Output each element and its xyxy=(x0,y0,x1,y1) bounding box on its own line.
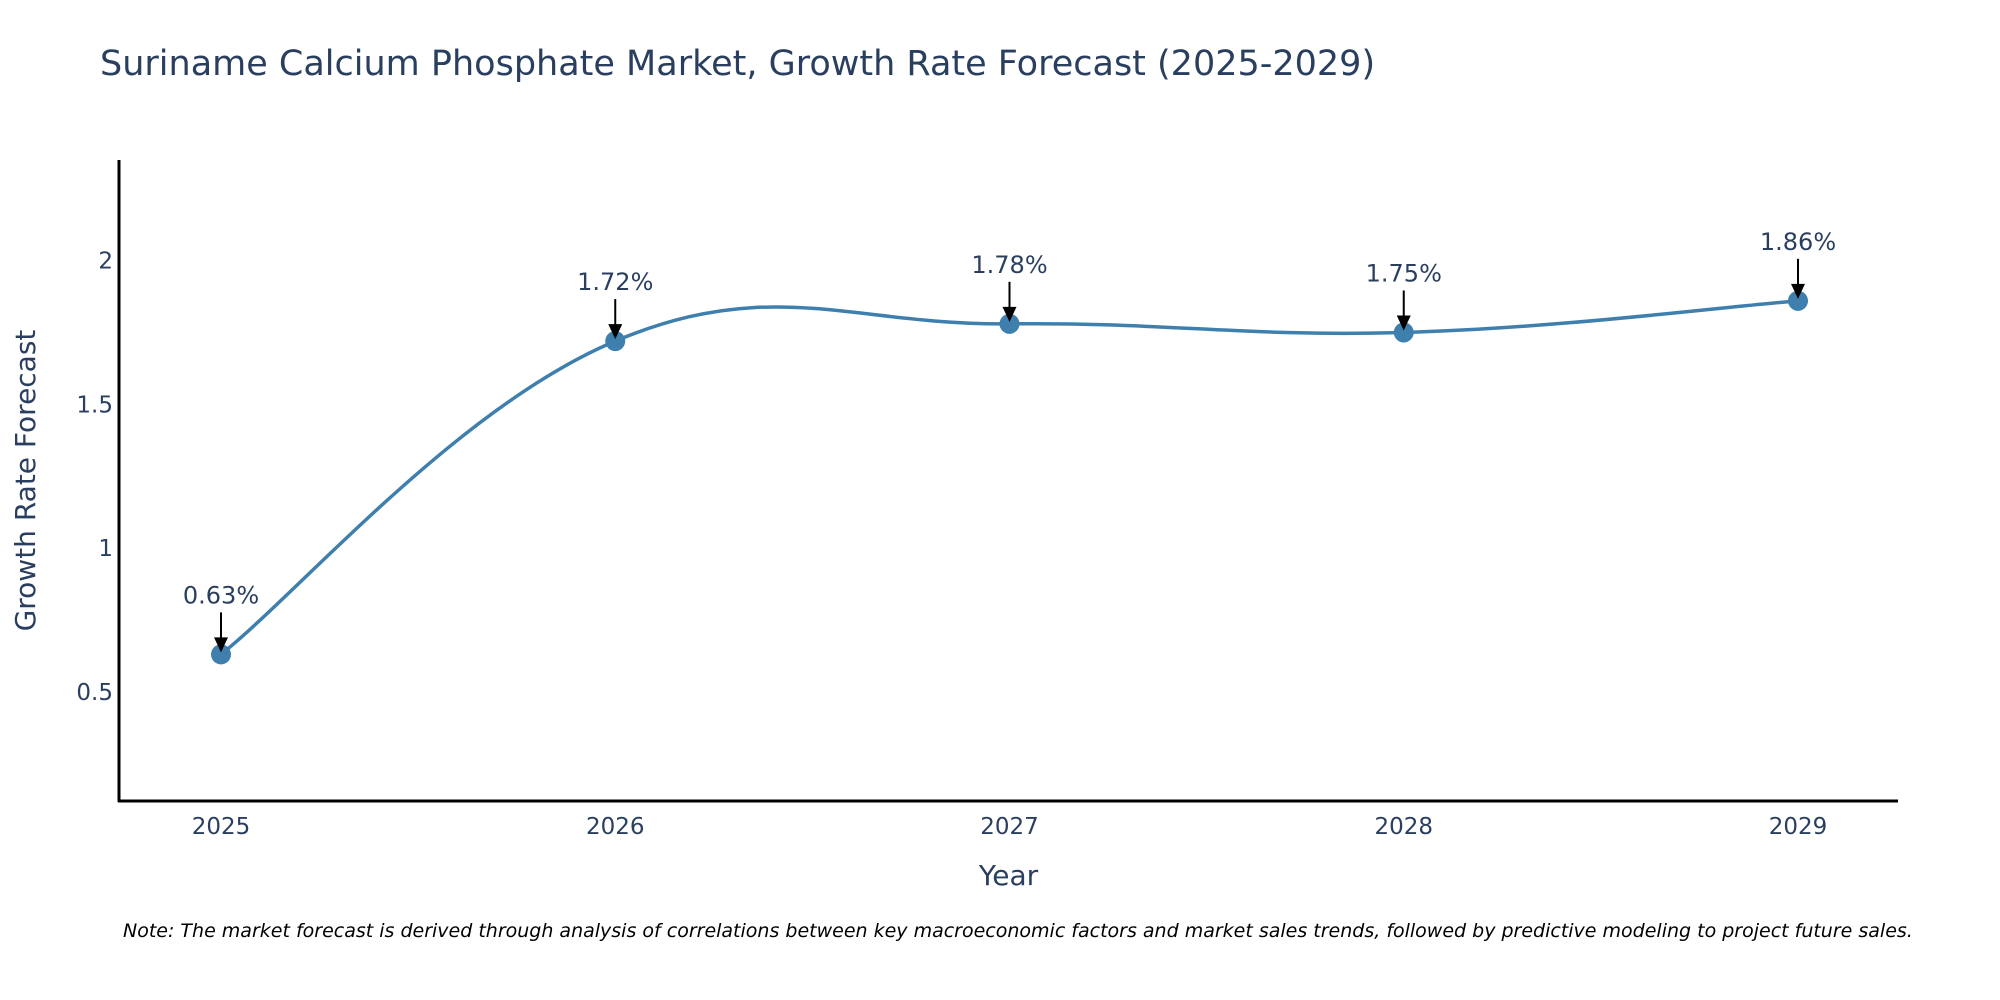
y-tick-label: 2 xyxy=(98,249,113,275)
x-tick-label: 2027 xyxy=(980,814,1039,840)
y-axis-ticks: 0.5 1 1.5 2 xyxy=(76,249,113,706)
data-label: 1.78% xyxy=(971,251,1047,279)
chart-title: Suriname Calcium Phosphate Market, Growt… xyxy=(100,44,1376,84)
data-label: 1.72% xyxy=(577,268,653,296)
x-tick-label: 2025 xyxy=(192,814,251,840)
annotation-arrow-head xyxy=(214,637,228,653)
data-annotations: 0.63% 1.72% 1.78% 1.75% 1.86% xyxy=(183,228,1836,653)
data-label: 1.75% xyxy=(1366,259,1442,287)
data-point-marker xyxy=(1393,322,1414,343)
annotation-arrow-head xyxy=(1002,306,1017,322)
data-point-marker xyxy=(999,313,1020,334)
y-tick-label: 1.5 xyxy=(76,392,113,418)
y-tick-label: 0.5 xyxy=(76,680,113,706)
x-axis-ticks: 2025 2026 2027 2028 2029 xyxy=(192,814,1828,840)
data-label: 0.63% xyxy=(183,581,259,609)
data-point-marker xyxy=(211,644,231,665)
chart-footnote: Note: The market forecast is derived thr… xyxy=(123,920,1913,942)
data-point-marker xyxy=(1788,290,1808,311)
data-label: 1.86% xyxy=(1760,228,1836,256)
x-tick-label: 2028 xyxy=(1374,814,1433,840)
series-line xyxy=(219,299,1799,656)
data-point-marker xyxy=(605,331,626,352)
x-axis-title: Year xyxy=(978,859,1039,892)
annotation-arrow-head xyxy=(608,324,623,340)
annotation-arrow-head xyxy=(1396,315,1411,331)
data-markers xyxy=(211,290,1808,665)
annotation-arrow-head xyxy=(1791,283,1805,299)
y-axis-title: Growth Rate Forecast xyxy=(9,330,42,632)
y-tick-label: 1 xyxy=(98,536,113,562)
x-tick-label: 2029 xyxy=(1769,814,1828,840)
axes xyxy=(117,160,1898,803)
x-tick-label: 2026 xyxy=(586,814,645,840)
